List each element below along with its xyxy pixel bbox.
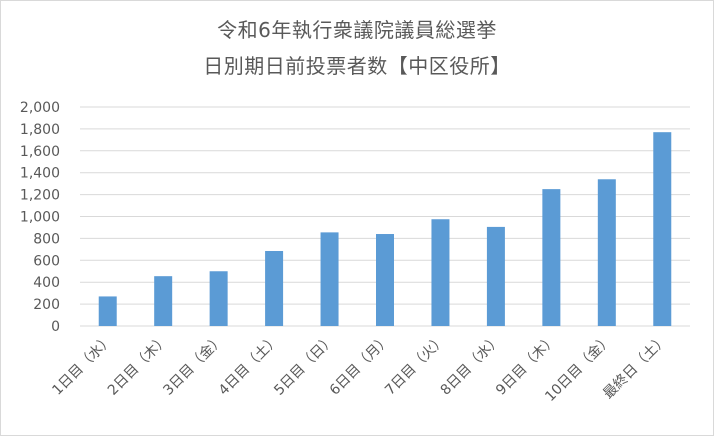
bar bbox=[486, 226, 505, 326]
bar bbox=[209, 271, 228, 326]
y-tick-label: 1,000 bbox=[20, 210, 60, 226]
y-tick-label: 1,600 bbox=[20, 144, 60, 160]
y-tick-label: 0 bbox=[51, 319, 60, 335]
y-tick-label: 600 bbox=[33, 253, 60, 269]
y-tick-label: 1,200 bbox=[20, 188, 60, 204]
bar bbox=[653, 132, 672, 326]
chart-title-line1: 令和6年執行衆議院議員総選挙 bbox=[217, 18, 497, 42]
bar bbox=[376, 234, 394, 326]
bar bbox=[431, 219, 450, 326]
bar bbox=[320, 232, 339, 326]
y-tick-label: 1,400 bbox=[20, 166, 60, 182]
y-tick-label: 400 bbox=[33, 275, 60, 291]
y-tick-label: 200 bbox=[33, 297, 60, 313]
bar bbox=[98, 296, 117, 326]
chart-title-line2: 日別期日前投票者数【中区役所】 bbox=[203, 54, 511, 78]
bar bbox=[265, 250, 284, 326]
bar bbox=[542, 189, 561, 326]
bar bbox=[154, 276, 173, 326]
bar bbox=[597, 179, 616, 326]
y-tick-label: 800 bbox=[33, 231, 60, 247]
y-tick-label: 2,000 bbox=[20, 100, 60, 116]
y-tick-label: 1,800 bbox=[20, 122, 60, 138]
